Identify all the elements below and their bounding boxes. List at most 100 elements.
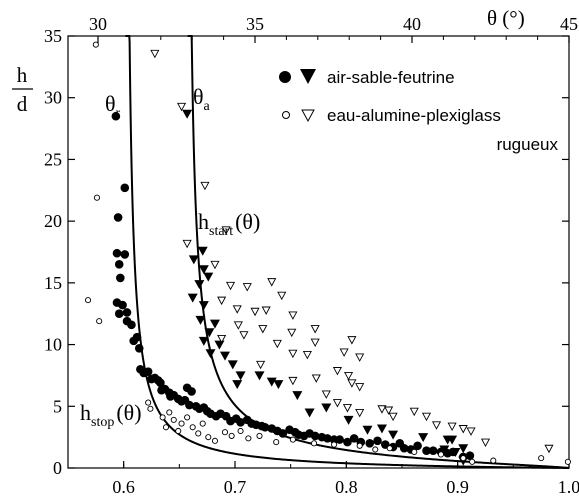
data-point-open-circle (166, 409, 173, 416)
left-axis: 0 5 10 15 20 25 30 35 (44, 26, 569, 478)
data-point-filled-triangle (418, 433, 429, 443)
left-tick-label: 35 (44, 26, 62, 46)
data-point-open-circle (356, 442, 363, 449)
data-point-open-triangle (311, 374, 321, 383)
top-tick-label: 45 (560, 14, 578, 34)
data-point-open-circle (178, 420, 185, 427)
data-point-filled-circle (343, 437, 352, 447)
data-point-open-circle (195, 430, 202, 437)
data-point-filled-circle (120, 250, 130, 259)
data-point-filled-circle (373, 436, 382, 446)
data-point-open-triangle (200, 181, 210, 191)
top-tick-label: 40 (403, 14, 421, 34)
data-point-filled-circle (112, 248, 122, 258)
data-point-open-triangle (182, 239, 192, 249)
data-point-filled-circle (185, 400, 194, 410)
bottom-tick-label: 0.8 (335, 477, 358, 497)
data-point-open-triangle (355, 353, 365, 362)
data-point-filled-triangle (321, 403, 332, 413)
data-point-open-circle (386, 445, 393, 452)
data-point-open-triangle (339, 348, 349, 357)
top-axis: 30 35 40 45 (89, 14, 578, 43)
data-point-filled-triangle (209, 319, 220, 329)
data-point-open-triangle (150, 49, 160, 59)
data-point-open-circle (147, 405, 154, 412)
plot-frame (67, 35, 570, 469)
data-point-filled-circle (349, 434, 359, 443)
data-point-filled-triangle (187, 293, 198, 303)
bottom-tick-label: 1.0 (558, 477, 579, 497)
data-point-open-triangle (310, 338, 320, 348)
data-point-filled-triangle (266, 377, 277, 387)
data-point-filled-circle (120, 183, 130, 193)
data-point-open-triangle (310, 325, 320, 334)
data-point-open-triangle (342, 404, 353, 413)
data-point-filled-circle (465, 451, 475, 460)
data-point-open-triangle (447, 422, 457, 431)
data-point-filled-triangle (458, 444, 469, 454)
bottom-tick-label: 0.7 (224, 477, 247, 497)
left-tick-label: 5 (53, 396, 62, 416)
top-axis-label: θ (°) (487, 6, 525, 30)
data-point-filled-triangle (205, 349, 216, 359)
data-point-open-circle (289, 436, 296, 443)
data-point-open-circle (538, 455, 545, 462)
data-point-filled-triangle (232, 380, 243, 390)
data-point-open-circle (93, 194, 100, 201)
theta-a-annotation: θa (193, 84, 211, 114)
data-point-filled-triangle (195, 315, 206, 325)
data-point-open-triangle (332, 367, 342, 376)
data-point-filled-circle (143, 367, 153, 377)
data-point-filled-triangle (198, 265, 209, 275)
data-point-filled-circle (310, 431, 320, 441)
data-point-filled-triangle (188, 255, 199, 265)
data-point-open-circle (199, 420, 206, 427)
data-point-open-circle (205, 434, 212, 441)
left-tick-label: 0 (53, 458, 62, 478)
data-point-open-circle (159, 414, 166, 421)
data-point-filled-triangle (194, 280, 205, 290)
data-point-open-triangle (458, 425, 468, 434)
data-point-filled-triangle (447, 435, 458, 445)
data-point-open-triangle (277, 291, 287, 301)
bottom-tick-label: 0.9 (446, 477, 469, 497)
data-point-open-circle (175, 427, 182, 435)
data-point-filled-circle (422, 446, 431, 456)
theta-r-annotation: θr (105, 91, 121, 121)
data-point-open-circle (211, 437, 219, 444)
data-point-open-triangle (225, 281, 236, 291)
data-point-filled-triangle (450, 447, 461, 457)
data-point-filled-circle (335, 435, 344, 444)
left-tick-label: 15 (44, 273, 62, 293)
data-point-open-triangle (288, 349, 298, 359)
data-point-open-circle (84, 297, 92, 304)
data-point-filled-triangle (439, 445, 450, 455)
data-point-open-triangle (217, 334, 227, 344)
y-axis-label: h d (12, 63, 33, 116)
data-points (84, 41, 571, 466)
data-point-filled-circle (260, 422, 270, 432)
data-point-filled-circle (323, 434, 332, 443)
data-point-filled-circle (156, 378, 165, 388)
data-point-open-triangle (221, 226, 231, 235)
data-point-filled-circle (111, 111, 121, 121)
data-point-filled-triangle (235, 371, 246, 381)
left-tick-label: 20 (44, 211, 62, 231)
data-point-filled-circle (118, 300, 127, 310)
data-point-filled-circle (278, 429, 288, 438)
data-point-open-triangle (544, 444, 554, 454)
data-point-open-triangle (431, 421, 442, 430)
data-point-open-triangle (267, 278, 277, 287)
legend: air-sable-feutrine eau-alumine-plexiglas… (279, 68, 558, 154)
data-point-open-circle (411, 448, 418, 456)
data-point-filled-triangle (343, 415, 354, 425)
data-point-open-triangle (321, 390, 331, 399)
data-point-filled-circle (127, 320, 136, 330)
bottom-axis: 0.6 0.7 0.8 0.9 1.0 (67, 461, 579, 497)
data-point-open-circle (331, 441, 338, 448)
left-tick-label: 10 (44, 335, 62, 355)
data-point-filled-triangle (198, 336, 209, 346)
data-point-open-circle (490, 457, 497, 464)
h-start-annotation: hstart(θ) (198, 209, 260, 239)
